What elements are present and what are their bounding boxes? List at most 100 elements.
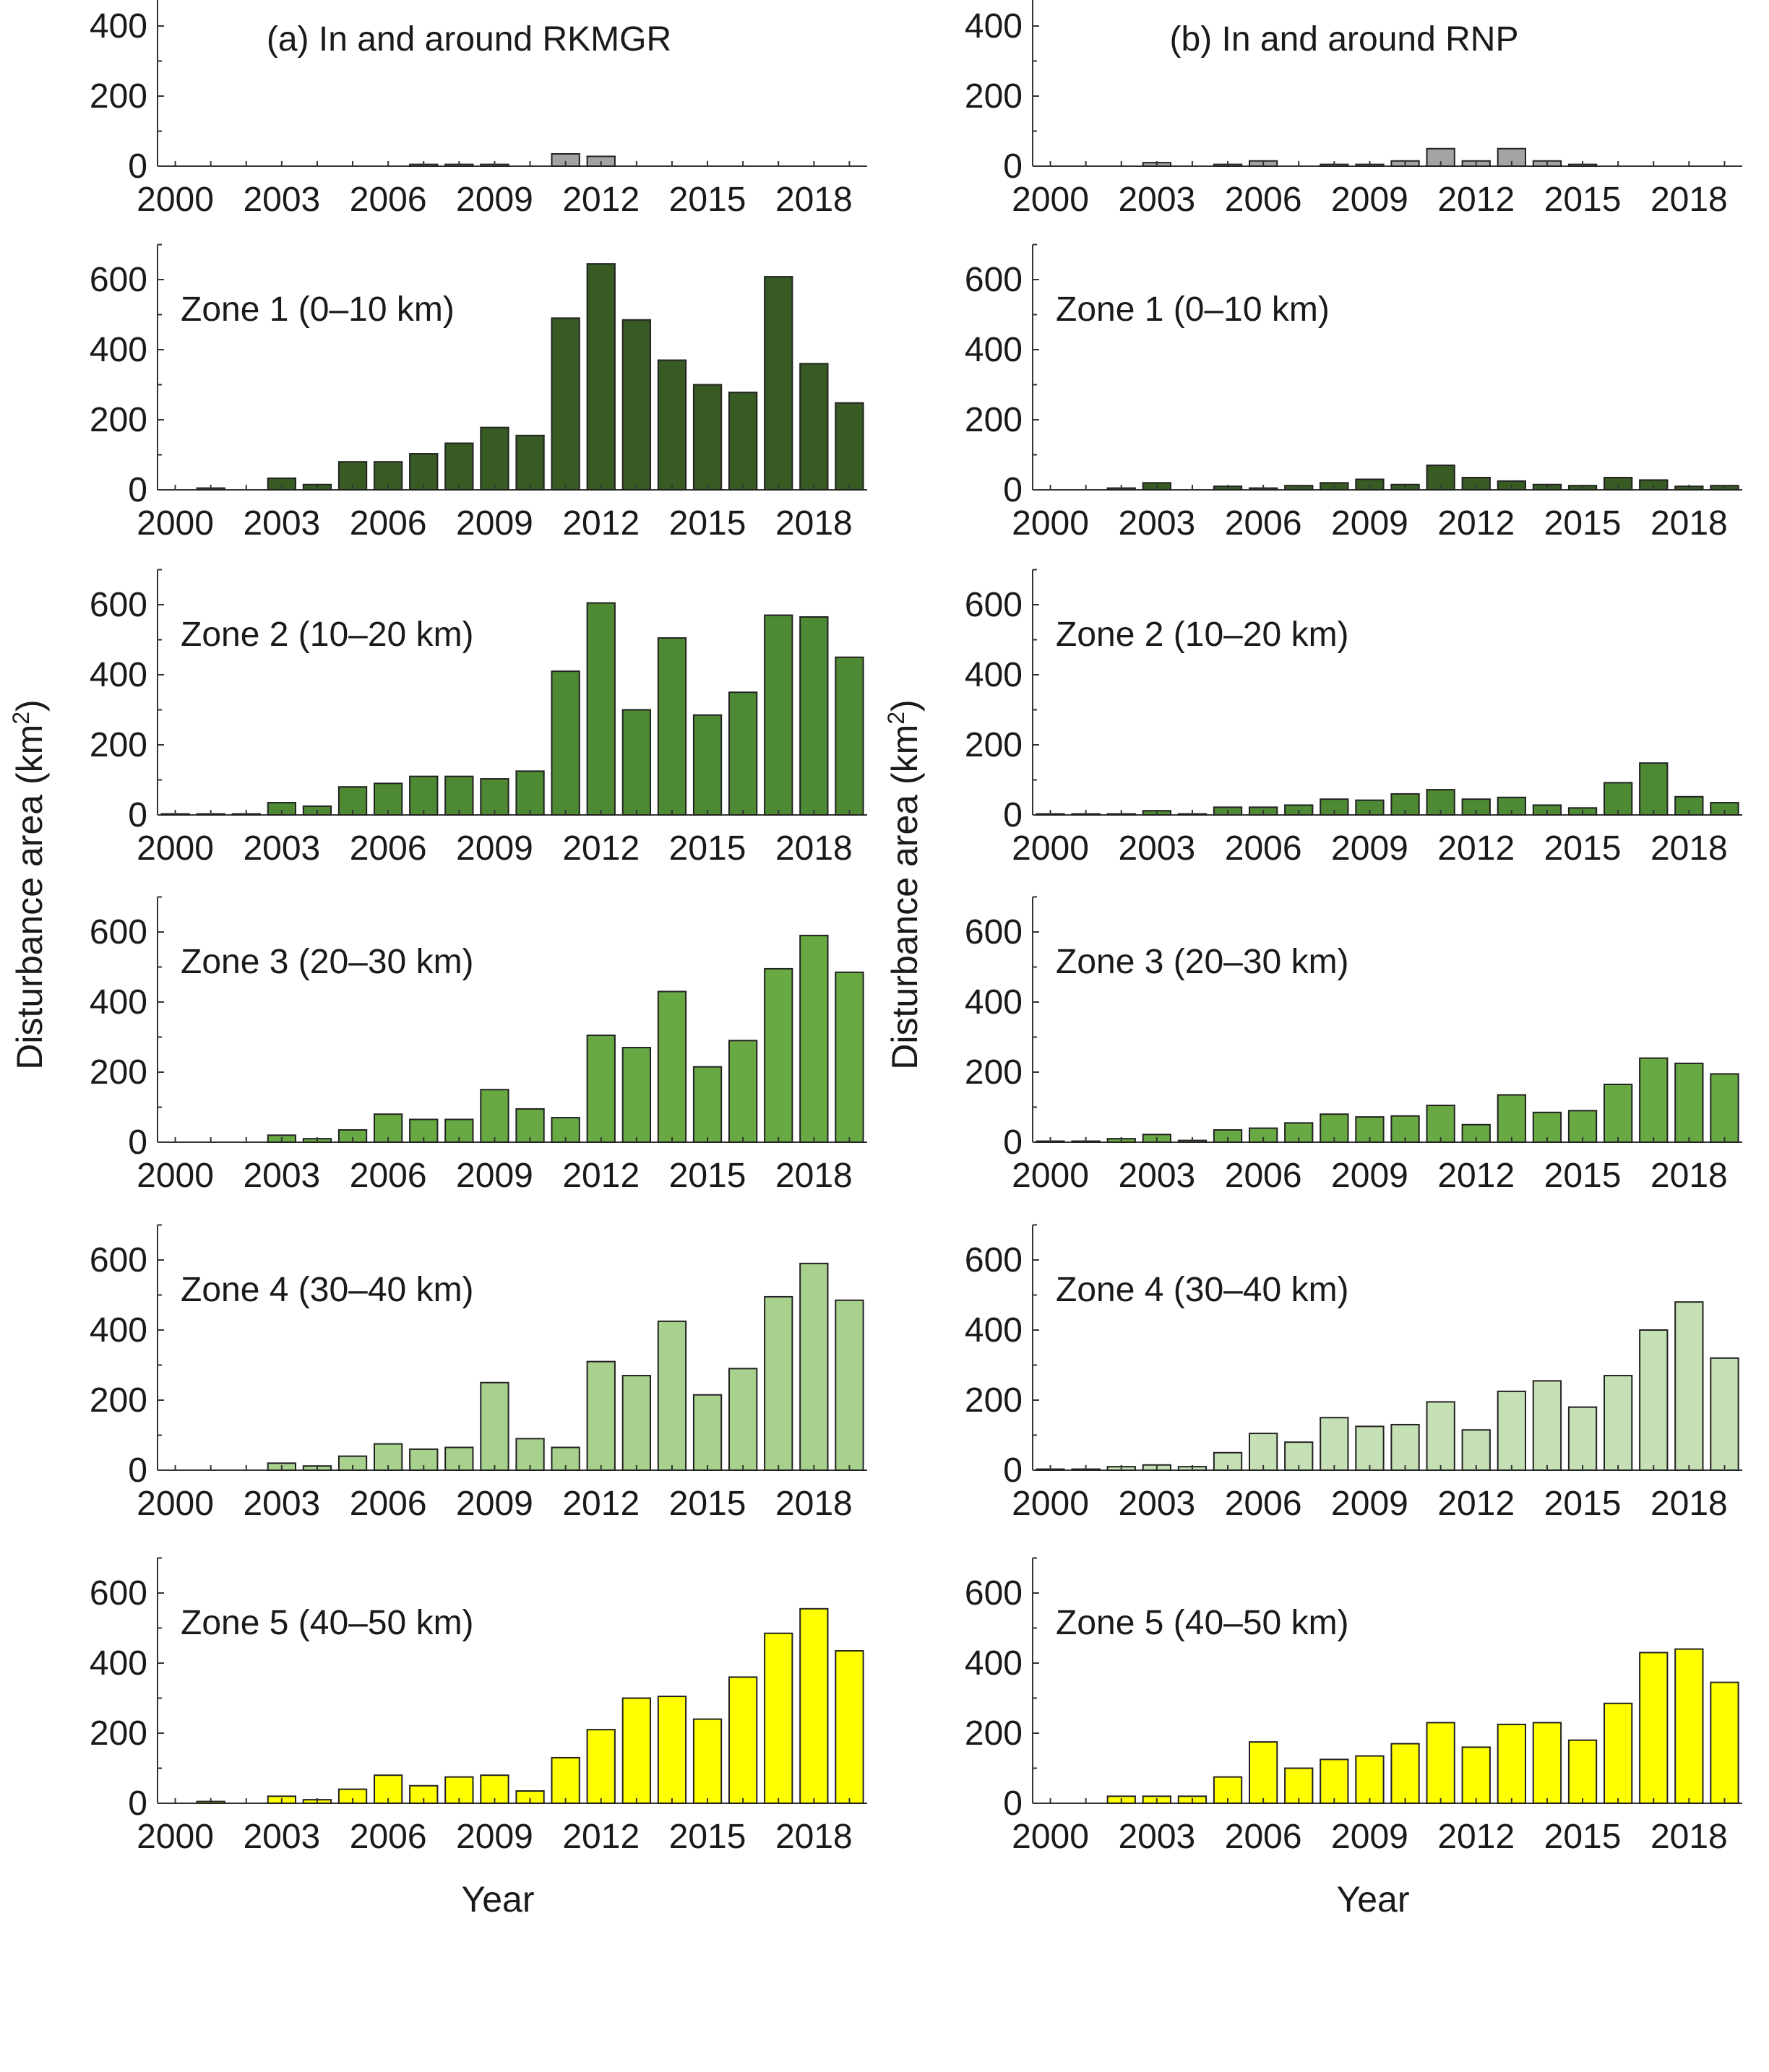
- panel-label: In RKMGR: [181, 0, 348, 5]
- bar-2009: [1355, 1755, 1385, 1804]
- column-title: (a) In and around RKMGR: [267, 20, 671, 59]
- x-tick-label: 2003: [1118, 1157, 1195, 1195]
- bar-2014: [657, 990, 687, 1143]
- bar-2019: [1710, 1073, 1739, 1144]
- x-tick-label: 2000: [137, 1485, 214, 1523]
- y-tick-label: 600: [90, 586, 147, 624]
- bar-2017: [764, 967, 793, 1144]
- bar-2018: [1674, 1648, 1704, 1805]
- x-tick-label: 2012: [1437, 1485, 1515, 1523]
- x-tick-label: 2009: [1331, 181, 1408, 219]
- x-tick-label: 2012: [562, 1157, 640, 1195]
- bar-2013: [621, 709, 651, 816]
- chart-panel-b-2: 0 200 400 600 2000 2003 2006 2009 2012 2015 2018 Zo…: [883, 569, 1742, 1070]
- bar-2018: [799, 1262, 829, 1471]
- x-tick-label: 2015: [1544, 1818, 1622, 1856]
- x-tick-label: 2003: [1118, 1485, 1195, 1523]
- bar-2015: [1567, 1739, 1598, 1804]
- x-tick-label: 2018: [1650, 504, 1728, 543]
- x-tick-label: 2015: [669, 1157, 746, 1195]
- y-tick-label: 400: [965, 983, 1023, 1022]
- y-tick-label: 200: [965, 401, 1023, 439]
- x-tick-label: 2003: [243, 1818, 320, 1856]
- x-tick-label: 2018: [1650, 829, 1728, 868]
- x-tick-label: 2000: [137, 504, 214, 543]
- y-tick-label: 200: [90, 1714, 147, 1753]
- x-tick-label: 2003: [243, 1485, 320, 1523]
- y-tick-label: 200: [90, 401, 147, 439]
- chart-panel-a-1: 0 200 400 600 2000 2003 2006 2009 2012 2015 2018 Zo…: [90, 243, 867, 543]
- bar-2015: [692, 1394, 723, 1471]
- panel-label: In RNP: [1056, 0, 1168, 5]
- x-tick-label: 2003: [243, 181, 320, 219]
- chart-panel-a-2: 0 200 400 600 2000 2003 2006 2009 2012 2015 2018 Zo…: [8, 569, 867, 1070]
- y-tick-label: 0: [1003, 796, 1023, 834]
- bar-2017: [764, 276, 793, 491]
- x-tick-label: 2009: [456, 829, 533, 868]
- x-tick-label: 2015: [1544, 504, 1622, 543]
- y-axis-title: Disturbance area (km2): [8, 699, 50, 1069]
- y-tick-label: 200: [965, 1053, 1023, 1092]
- x-tick-label: 2009: [456, 181, 533, 219]
- bar-2017: [1639, 762, 1669, 816]
- bar-2010: [515, 434, 545, 491]
- x-tick-label: 2003: [243, 504, 320, 543]
- bar-2015: [692, 1718, 723, 1805]
- x-tick-label: 2015: [669, 1818, 746, 1856]
- chart-panel-b-3: 0 200 400 600 2000 2003 2006 2009 2012 2015 2018 Zo…: [965, 896, 1742, 1195]
- y-tick-label: 400: [965, 7, 1023, 46]
- bar-2012: [586, 1035, 616, 1143]
- bar-2016: [1604, 1702, 1633, 1804]
- x-tick-label: 2012: [1437, 1157, 1515, 1195]
- y-tick-label: 600: [965, 586, 1023, 624]
- y-axis-title: Disturbance area (km2): [883, 699, 925, 1069]
- bar-2009: [480, 426, 509, 491]
- x-axis-title: Year: [461, 1879, 534, 1920]
- x-tick-label: 2003: [1118, 181, 1195, 219]
- bar-2007: [409, 453, 439, 491]
- bar-2012: [586, 1360, 616, 1472]
- y-tick-label: 400: [90, 331, 147, 369]
- x-tick-label: 2018: [775, 1157, 853, 1195]
- x-tick-label: 2009: [456, 1485, 533, 1523]
- panel-label: Zone 1 (0–10 km): [1056, 290, 1330, 329]
- bar-2011: [1426, 1722, 1455, 1804]
- bar-2012: [1461, 1429, 1491, 1471]
- y-tick-label: 200: [90, 1053, 147, 1092]
- bar-2016: [728, 691, 758, 816]
- x-tick-label: 2006: [350, 1157, 427, 1195]
- y-tick-label: 200: [965, 726, 1023, 764]
- chart-panel-b-4: 0 200 400 600 2000 2003 2006 2009 2012 2015 2018 Zo…: [965, 1224, 1742, 1523]
- bar-2012: [1461, 1746, 1491, 1804]
- bar-2019: [1710, 1357, 1739, 1472]
- panel-label: Zone 2 (10–20 km): [1056, 616, 1349, 654]
- bar-2015: [692, 384, 723, 491]
- bar-2019: [835, 971, 864, 1144]
- bar-2006: [1249, 1433, 1278, 1471]
- panel-label: Zone 3 (20–30 km): [1056, 943, 1349, 981]
- bar-2007: [1284, 1767, 1314, 1804]
- x-tick-label: 2009: [456, 504, 533, 543]
- y-tick-label: 600: [90, 1574, 147, 1613]
- y-tick-label: 400: [90, 1311, 147, 1350]
- y-tick-label: 600: [965, 1574, 1023, 1613]
- bar-2018: [1674, 1301, 1704, 1471]
- y-tick-label: 600: [965, 913, 1023, 951]
- y-tick-label: 600: [90, 261, 147, 299]
- x-tick-label: 2000: [1012, 181, 1089, 219]
- x-tick-label: 2003: [243, 829, 320, 868]
- panel-label: Zone 5 (40–50 km): [1056, 1604, 1349, 1642]
- column-title: (b) In and around RNP: [1170, 20, 1519, 59]
- x-tick-label: 2015: [1544, 181, 1622, 219]
- x-tick-label: 2015: [669, 504, 746, 543]
- x-tick-label: 2000: [137, 829, 214, 868]
- x-tick-label: 2015: [1544, 1485, 1622, 1523]
- bar-2016: [728, 1368, 758, 1471]
- bar-2018: [799, 1607, 829, 1804]
- bar-2007: [409, 775, 439, 816]
- chart-panel-b-5: 0 200 400 600 2000 2003 2006 2009 2012 2015 2018 Zo…: [965, 1557, 1742, 1920]
- bar-2016: [728, 1676, 758, 1804]
- bar-2010: [515, 770, 545, 816]
- bar-2009: [480, 1381, 509, 1471]
- y-tick-label: 400: [90, 656, 147, 694]
